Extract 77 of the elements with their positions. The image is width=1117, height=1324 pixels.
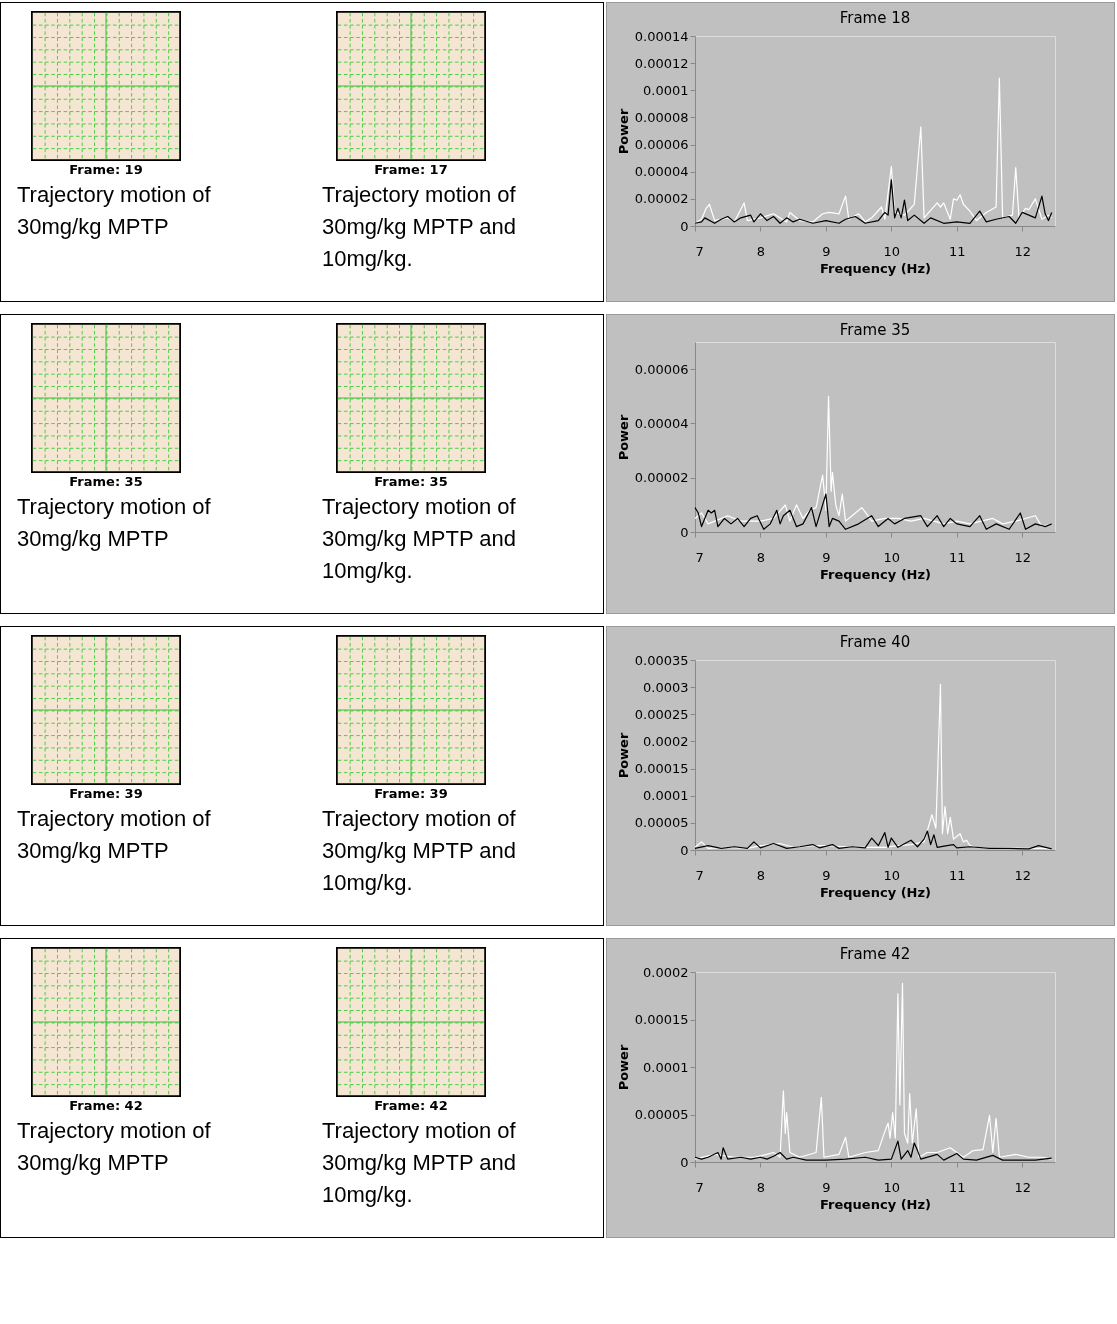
y-tick-label: 0.00005	[634, 815, 689, 831]
x-tick-label: 11	[949, 1179, 966, 1195]
x-axis-title: Frequency (Hz)	[820, 884, 931, 900]
y-tick-label: 0.00025	[634, 706, 689, 722]
text: Frame: 35	[374, 474, 448, 489]
x-tick-label: 12	[1014, 243, 1032, 259]
y-tick-label: 0.00006	[634, 361, 689, 377]
x-tick-label: 11	[949, 867, 966, 883]
y-tick-label: 0.00002	[634, 191, 689, 207]
x-axis-title: Frequency (Hz)	[820, 260, 931, 276]
x-tick-label: 8	[756, 243, 766, 259]
y-tick-label: 0.00004	[634, 415, 689, 431]
x-tick-label: 11	[949, 549, 966, 565]
x-tick-label: 7	[695, 1179, 704, 1195]
y-axis-title: Power	[615, 414, 631, 461]
y-tick-label: 0.00006	[634, 137, 689, 153]
y-tick-label: 0.0003	[643, 679, 689, 695]
y-tick-label: 0.0001	[643, 82, 689, 98]
x-tick-label: 10	[883, 1179, 901, 1195]
x-tick-label: 7	[695, 243, 704, 259]
x-tick-label: 10	[883, 549, 901, 565]
text: Frame: 19	[69, 162, 143, 177]
x-tick-label: 8	[756, 1179, 766, 1195]
text: Trajectory motion of 30mg/kg MPTP and 10mg/kg.	[322, 181, 518, 273]
chart-title: Frame 40	[839, 633, 911, 651]
text: Frame: 42	[69, 1098, 143, 1113]
x-tick-label: 12	[1014, 867, 1032, 883]
y-tick-label: 0.00002	[634, 470, 689, 486]
chart-title: Frame 42	[839, 945, 911, 963]
text: Trajectory motion of 30mg/kg MPTP	[17, 1117, 212, 1177]
y-tick-label: 0.00035	[634, 652, 689, 668]
x-tick-label: 7	[695, 549, 704, 565]
text: Frame: 17	[374, 162, 448, 177]
y-tick-label: 0.00014	[634, 28, 689, 44]
y-tick-label: 0.00005	[634, 1107, 689, 1122]
x-tick-label: 9	[822, 867, 831, 883]
x-axis-title: Frequency (Hz)	[820, 566, 931, 582]
x-tick-label: 10	[883, 243, 901, 259]
y-tick-label: 0	[680, 524, 689, 540]
y-tick-label: 0.0002	[643, 733, 689, 749]
y-tick-label: 0.00012	[634, 55, 689, 71]
x-tick-label: 9	[822, 549, 831, 565]
y-tick-label: 0.00015	[634, 1012, 689, 1027]
x-tick-label: 9	[822, 1179, 831, 1195]
text: Trajectory motion of 30mg/kg MPTP and 10mg/kg.	[322, 493, 518, 585]
x-tick-label: 8	[756, 867, 766, 883]
text: Trajectory motion of 30mg/kg MPTP and 10mg/kg.	[322, 1117, 518, 1209]
y-tick-label: 0.0002	[643, 964, 689, 980]
text: Trajectory motion of 30mg/kg MPTP	[17, 493, 212, 553]
y-axis-title: Power	[615, 108, 631, 155]
x-tick-label: 7	[695, 867, 704, 883]
x-tick-label: 10	[883, 867, 901, 883]
y-tick-label: 0.00015	[634, 761, 689, 777]
y-tick-label: 0	[680, 1154, 689, 1170]
text: Frame: 39	[69, 786, 143, 801]
x-tick-label: 8	[756, 549, 766, 565]
y-tick-label: 0	[680, 218, 689, 234]
text: Frame: 39	[374, 786, 448, 801]
y-tick-label: 0.00008	[634, 109, 689, 125]
text: Frame: 35	[69, 474, 143, 489]
y-axis-title: Power	[615, 732, 631, 779]
x-tick-label: 12	[1014, 1179, 1032, 1195]
x-tick-label: 9	[822, 243, 831, 259]
y-tick-label: 0.0001	[643, 788, 689, 804]
y-tick-label: 0.00004	[634, 164, 689, 180]
y-tick-label: 0	[680, 842, 689, 858]
text: Frame: 42	[374, 1098, 448, 1113]
text: Trajectory motion of 30mg/kg MPTP	[17, 805, 212, 865]
x-axis-title: Frequency (Hz)	[820, 1196, 931, 1212]
chart-title: Frame 18	[839, 9, 911, 27]
text: Trajectory motion of 30mg/kg MPTP	[17, 181, 212, 241]
x-tick-label: 11	[949, 243, 966, 259]
y-axis-title: Power	[615, 1044, 631, 1091]
text: Trajectory motion of 30mg/kg MPTP and 10mg/kg.	[322, 805, 518, 897]
y-tick-label: 0.0001	[643, 1059, 689, 1075]
x-tick-label: 12	[1014, 549, 1032, 565]
chart-title: Frame 35	[839, 321, 911, 339]
